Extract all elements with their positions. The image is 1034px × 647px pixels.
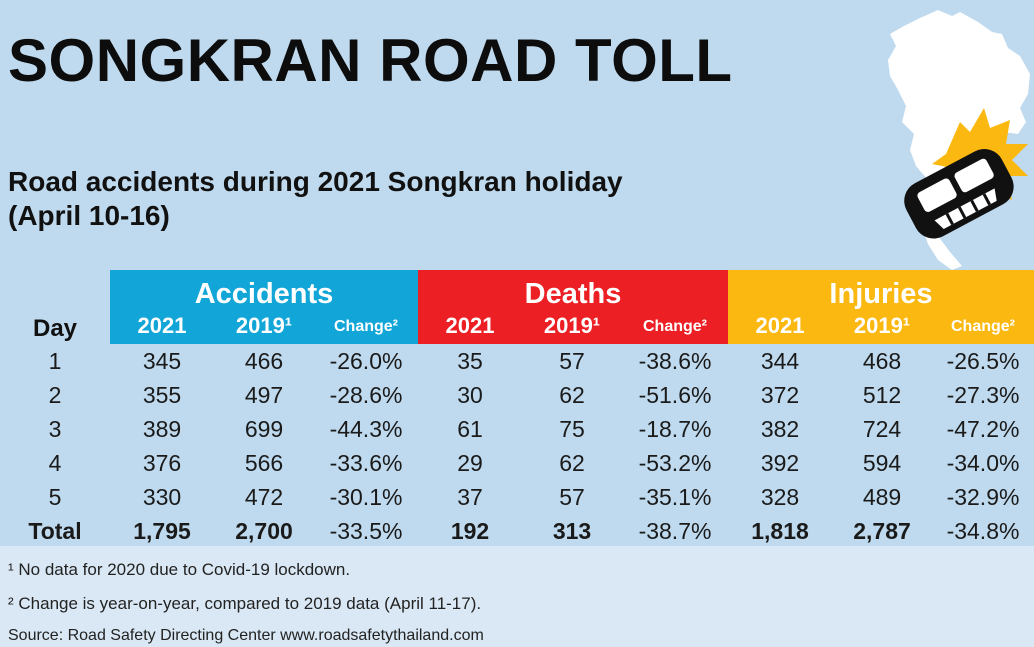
injuries-2021-cell: 328 [760,484,800,510]
injuries-2019-cell: 594 [862,450,902,476]
deaths-2021-cell: 37 [457,484,483,510]
deaths-header: Deaths 2021 2019¹ Change² [418,270,728,344]
injuries-header: Injuries 2021 2019¹ Change² [728,270,1034,344]
injuries-2019-cell: 724 [862,416,902,442]
deaths-2019-cell: 62 [559,382,585,408]
injuries-2021-cell: 382 [760,416,800,442]
total-label: Total [28,518,82,544]
accidents-group-label: Accidents [194,278,334,310]
deaths-2021-total: 192 [450,518,490,544]
accidents-2019-cell: 466 [244,348,284,374]
table-row: 3 389 699 -44.3% 61 75 -18.7% 382 724 -4… [0,412,1034,446]
injuries-2019-cell: 489 [862,484,902,510]
deaths-change-cell: -51.6% [638,382,712,408]
footnote-2: ² Change is year-on-year, compared to 20… [8,594,482,613]
accidents-change-cell: -44.3% [329,416,403,442]
subtitle-line-1: Road accidents during 2021 Songkran holi… [8,166,623,197]
accidents-change-cell: -33.6% [329,450,403,476]
injuries-change-cell: -27.3% [946,382,1020,408]
injuries-change-header: Change² [951,318,1015,335]
injuries-2021-cell: 372 [760,382,800,408]
injuries-2019-total: 2,787 [853,518,911,544]
table-row: 1 345 466 -26.0% 35 57 -38.6% 344 468 -2… [0,344,1034,378]
table-row: 4 376 566 -33.6% 29 62 -53.2% 392 594 -3… [0,446,1034,480]
accidents-change-cell: -26.0% [329,348,403,374]
deaths-2021-cell: 29 [457,450,483,476]
deaths-2021-cell: 35 [457,348,483,374]
deaths-change-cell: -35.1% [638,484,712,510]
accidents-change-cell: -28.6% [329,382,403,408]
deaths-2019-cell: 57 [559,348,585,374]
deaths-2019-header: 2019¹ [543,313,601,338]
thailand-map-with-crashed-car-icon [888,10,1030,270]
accidents-2019-cell: 699 [244,416,284,442]
deaths-group-label: Deaths [524,278,622,310]
accidents-2019-cell: 566 [244,450,284,476]
injuries-change-cell: -26.5% [946,348,1020,374]
injuries-2021-cell: 344 [760,348,800,374]
table-row: 2 355 497 -28.6% 30 62 -51.6% 372 512 -2… [0,378,1034,412]
deaths-change-cell: -38.6% [638,348,712,374]
accidents-2019-cell: 472 [244,484,284,510]
footnote-1: ¹ No data for 2020 due to Covid-19 lockd… [8,560,351,579]
road-toll-table: Day Accidents 2021 2019¹ Change² Deaths … [0,270,1034,546]
accidents-change-cell: -30.1% [329,484,403,510]
subtitle: Road accidents during 2021 Songkran holi… [8,165,623,233]
accidents-2019-header: 2019¹ [235,313,293,338]
accidents-2021-cell: 355 [142,382,182,408]
deaths-2019-cell: 62 [559,450,585,476]
table-row: 5 330 472 -30.1% 37 57 -35.1% 328 489 -3… [0,480,1034,514]
deaths-2019-cell: 75 [559,416,585,442]
page-title: SONGKRAN ROAD TOLL [8,27,733,94]
injuries-change-cell: -47.2% [946,416,1020,442]
injuries-2019-header: 2019¹ [853,313,911,338]
deaths-2021-cell: 61 [457,416,483,442]
accidents-2021-cell: 330 [142,484,182,510]
injuries-group-label: Injuries [829,278,933,310]
injuries-change-cell: -32.9% [946,484,1020,510]
accidents-2021-cell: 389 [142,416,182,442]
accidents-2021-cell: 345 [142,348,182,374]
deaths-change-cell: -18.7% [638,416,712,442]
accidents-2019-cell: 497 [244,382,284,408]
day-cell: 5 [48,484,62,510]
accidents-2021-total: 1,795 [133,518,191,544]
accidents-2021-header: 2021 [137,313,187,338]
deaths-change-total: -38.7% [638,518,712,544]
injuries-2019-cell: 512 [862,382,902,408]
table-total-row: Total 1,795 2,700 -33.5% 192 313 -38.7% … [0,514,1034,548]
deaths-2019-total: 313 [552,518,592,544]
footnotes: ¹ No data for 2020 due to Covid-19 lockd… [0,546,1034,647]
accidents-header: Accidents 2021 2019¹ Change² [110,270,418,344]
day-column-header: Day [32,315,78,342]
accidents-change-total: -33.5% [329,518,403,544]
accidents-2019-total: 2,700 [235,518,293,544]
injuries-change-cell: -34.0% [946,450,1020,476]
source-note: Source: Road Safety Directing Center www… [8,627,484,644]
injuries-2021-header: 2021 [755,313,805,338]
day-cell: 4 [48,450,62,476]
subtitle-line-2: (April 10-16) [8,200,170,231]
injuries-2021-total: 1,818 [751,518,809,544]
injuries-2019-cell: 468 [862,348,902,374]
day-cell: 3 [48,416,62,442]
deaths-change-header: Change² [643,318,707,335]
deaths-2019-cell: 57 [559,484,585,510]
deaths-2021-header: 2021 [445,313,495,338]
injuries-2021-cell: 392 [760,450,800,476]
accidents-2021-cell: 376 [142,450,182,476]
day-cell: 1 [48,348,62,374]
accidents-change-header: Change² [334,318,398,335]
deaths-2021-cell: 30 [457,382,483,408]
day-cell: 2 [48,382,62,408]
deaths-change-cell: -53.2% [638,450,712,476]
injuries-change-total: -34.8% [946,518,1020,544]
